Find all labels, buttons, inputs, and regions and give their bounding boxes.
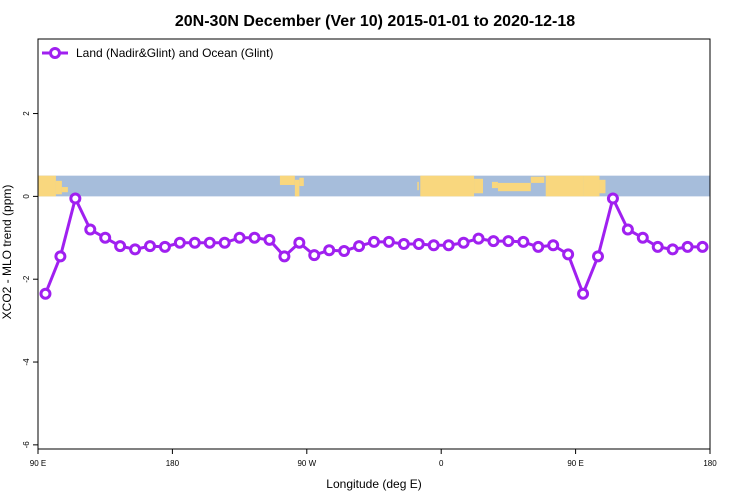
map-land [491,181,498,189]
plot-frame [37,38,711,450]
data-point [487,235,500,248]
y-tick-label: 2 [22,111,31,116]
data-point [39,287,52,300]
map-land [583,175,600,197]
map-land [299,177,304,187]
y-tick-label: -2 [22,275,31,283]
x-tick-label: 90 E [567,459,583,468]
map-land [61,187,68,193]
legend: Land (Nadir&Glint) and Ocean (Glint) [42,46,273,60]
data-point [651,240,664,253]
data-point [173,236,186,249]
data-point [158,240,171,253]
data-point [293,236,306,249]
map-land [279,175,295,185]
y-tick-label: -6 [22,441,31,449]
data-point [84,223,97,236]
data-point [397,238,410,250]
data-point [412,238,425,250]
data-point [263,233,276,246]
data-point [248,231,261,244]
data-point [442,239,455,252]
map-land [420,175,475,197]
x-axis: 90 E 180 90 W 0 90 E 180 [30,449,717,468]
map-land [38,175,56,197]
data-point [502,235,515,248]
data-point [427,239,440,252]
y-axis-label: XCO2 - MLO trend (ppm) [0,185,14,320]
series-layer [39,192,709,300]
data-point [696,240,709,253]
data-point [338,245,351,258]
data-point [606,192,619,205]
y-axis: -6 -4 -2 0 2 [22,111,38,449]
data-point [233,231,246,244]
map-land [599,179,606,194]
map-strip [38,175,710,197]
data-point [69,192,82,205]
data-point [353,240,366,253]
y-tick-label: 0 [22,194,31,199]
data-point [54,250,67,263]
data-point [323,244,336,257]
data-point [547,239,560,252]
y-tick-label: -4 [22,358,31,366]
x-tick-label: 180 [166,459,180,468]
data-point [99,231,112,244]
data-point [577,287,590,300]
data-point [636,231,649,244]
data-point [114,240,127,253]
data-point [592,250,604,263]
data-point [188,236,201,249]
map-ocean [38,175,710,197]
data-point [144,240,156,253]
map-land [530,176,545,183]
x-axis-label: Longitude (deg E) [326,477,421,491]
x-tick-label: 90 E [30,459,46,468]
map-land [55,180,62,195]
data-point [457,236,470,249]
map-land [545,175,584,197]
map-land [474,178,484,194]
data-point [368,235,380,248]
data-point [666,243,679,256]
x-tick-label: 180 [703,459,717,468]
x-tick-label: 90 W [297,459,316,468]
data-point [517,235,530,248]
data-point [129,243,142,256]
map-land [294,179,300,197]
map-land [417,181,419,191]
data-point [562,248,575,261]
chart-title: 20N-30N December (Ver 10) 2015-01-01 to … [175,13,575,30]
legend-label: Land (Nadir&Glint) and Ocean (Glint) [76,46,273,60]
data-point [472,232,485,245]
data-point [382,235,395,248]
data-point [532,240,545,253]
data-point [218,236,231,249]
data-point [203,236,216,249]
data-point [308,249,321,262]
x-tick-label: 0 [439,459,444,468]
map-land [497,182,531,192]
data-point [621,223,634,236]
legend-marker [49,47,61,59]
data-point [278,250,291,263]
data-point [681,240,694,253]
